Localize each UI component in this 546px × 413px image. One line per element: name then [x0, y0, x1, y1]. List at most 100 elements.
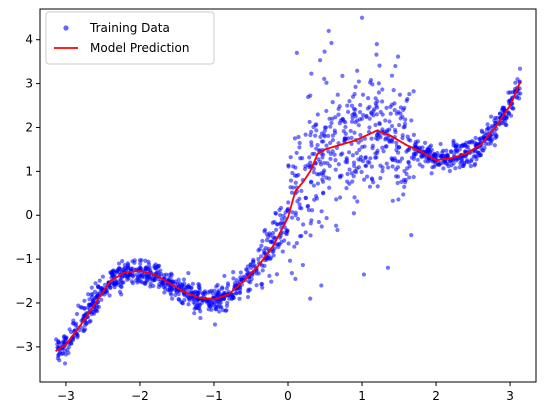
training-data-point: [396, 145, 402, 150]
training-data-point: [271, 253, 276, 258]
training-data-point: [347, 167, 352, 172]
training-data-point: [288, 185, 293, 190]
x-tick-label: 1: [358, 389, 366, 403]
training-data-point: [349, 103, 355, 108]
training-data-point: [256, 271, 261, 276]
training-data-point: [222, 273, 227, 279]
training-data-point: [398, 105, 403, 110]
training-data-point: [297, 205, 302, 210]
training-data-point: [286, 164, 291, 169]
training-data-point: [208, 304, 213, 309]
training-data-point: [336, 106, 341, 112]
training-data-point: [99, 297, 104, 302]
training-data-point: [365, 174, 370, 179]
training-data-point: [380, 165, 385, 170]
training-data-point: [148, 284, 153, 289]
training-data-point: [345, 171, 350, 177]
training-data-point: [370, 143, 375, 148]
training-data-point: [294, 50, 299, 55]
training-data-point: [367, 104, 372, 110]
training-data-point: [297, 196, 302, 201]
training-data-point: [303, 132, 308, 137]
training-data-point: [289, 271, 294, 276]
training-data-point: [220, 286, 225, 291]
training-data-point: [345, 103, 350, 108]
training-data-point: [291, 164, 296, 169]
training-data-point: [196, 281, 201, 287]
training-data-point: [92, 289, 97, 294]
training-data-point: [328, 156, 333, 161]
training-data-point: [392, 101, 397, 106]
training-data-point: [123, 265, 128, 271]
training-data-point: [332, 152, 337, 157]
training-data-point: [402, 105, 407, 111]
training-data-point: [433, 162, 438, 167]
legend-box: [45, 11, 215, 65]
training-data-point: [269, 279, 274, 284]
training-data-point: [473, 135, 478, 141]
y-tick-label: 1: [25, 164, 33, 178]
training-data-point: [330, 100, 335, 105]
training-data-point: [260, 285, 265, 290]
training-data-point: [320, 177, 325, 182]
training-data-point: [351, 160, 357, 165]
training-data-point: [346, 150, 352, 155]
training-data-point: [275, 222, 280, 227]
axes-layer: −3 −2 −1 0 1 2 3 −3 −2 −1 0 1 2 3 4: [15, 8, 537, 403]
training-data-point: [134, 272, 139, 277]
training-data-point: [241, 274, 246, 279]
training-data-point: [278, 221, 283, 227]
training-data-point: [294, 150, 299, 155]
training-data-point: [294, 241, 299, 246]
training-data-point: [389, 73, 395, 78]
training-data-point: [108, 270, 113, 275]
training-data-point: [354, 150, 359, 156]
training-data-point: [369, 164, 374, 169]
training-data-point: [447, 168, 452, 174]
training-data-point: [439, 153, 444, 158]
training-data-point: [341, 119, 346, 124]
training-data-point: [276, 242, 281, 247]
training-data-point: [358, 132, 363, 138]
training-data-point: [126, 262, 131, 267]
training-data-point: [158, 268, 163, 273]
training-data-point: [309, 129, 314, 135]
training-data-point: [284, 228, 289, 233]
training-data-point: [174, 289, 180, 295]
training-data-point: [386, 165, 391, 170]
training-data-point: [238, 270, 243, 275]
training-data-point: [435, 150, 440, 156]
training-data-point: [390, 164, 395, 169]
training-data-point: [250, 259, 256, 264]
training-data-point: [402, 121, 408, 126]
training-data-point: [404, 171, 409, 177]
training-data-point: [144, 275, 150, 280]
training-data-point: [186, 271, 191, 276]
training-data-point: [377, 63, 382, 68]
training-data-point: [485, 122, 490, 127]
training-data-point: [350, 115, 355, 121]
training-data-point: [218, 305, 223, 310]
training-data-point: [278, 213, 283, 218]
training-data-point: [264, 238, 270, 243]
training-data-point: [293, 180, 298, 185]
training-data-point: [267, 273, 272, 279]
training-data-point: [197, 285, 202, 290]
training-data-point: [311, 170, 316, 175]
training-data-point: [518, 91, 523, 96]
training-data-point: [360, 144, 365, 150]
training-data-point: [74, 311, 80, 317]
training-data-point: [468, 164, 474, 169]
training-data-point: [374, 136, 379, 141]
training-data-point: [334, 197, 339, 202]
training-data-point: [374, 103, 379, 108]
training-data-point: [514, 94, 519, 99]
training-data-point: [477, 137, 483, 142]
training-data-point: [309, 143, 314, 148]
training-data-point: [324, 80, 329, 85]
training-data-point: [406, 160, 411, 165]
training-data-point: [218, 300, 223, 305]
training-data-point: [438, 141, 443, 147]
training-data-point: [82, 322, 88, 328]
y-tick-label: −1: [15, 252, 33, 266]
